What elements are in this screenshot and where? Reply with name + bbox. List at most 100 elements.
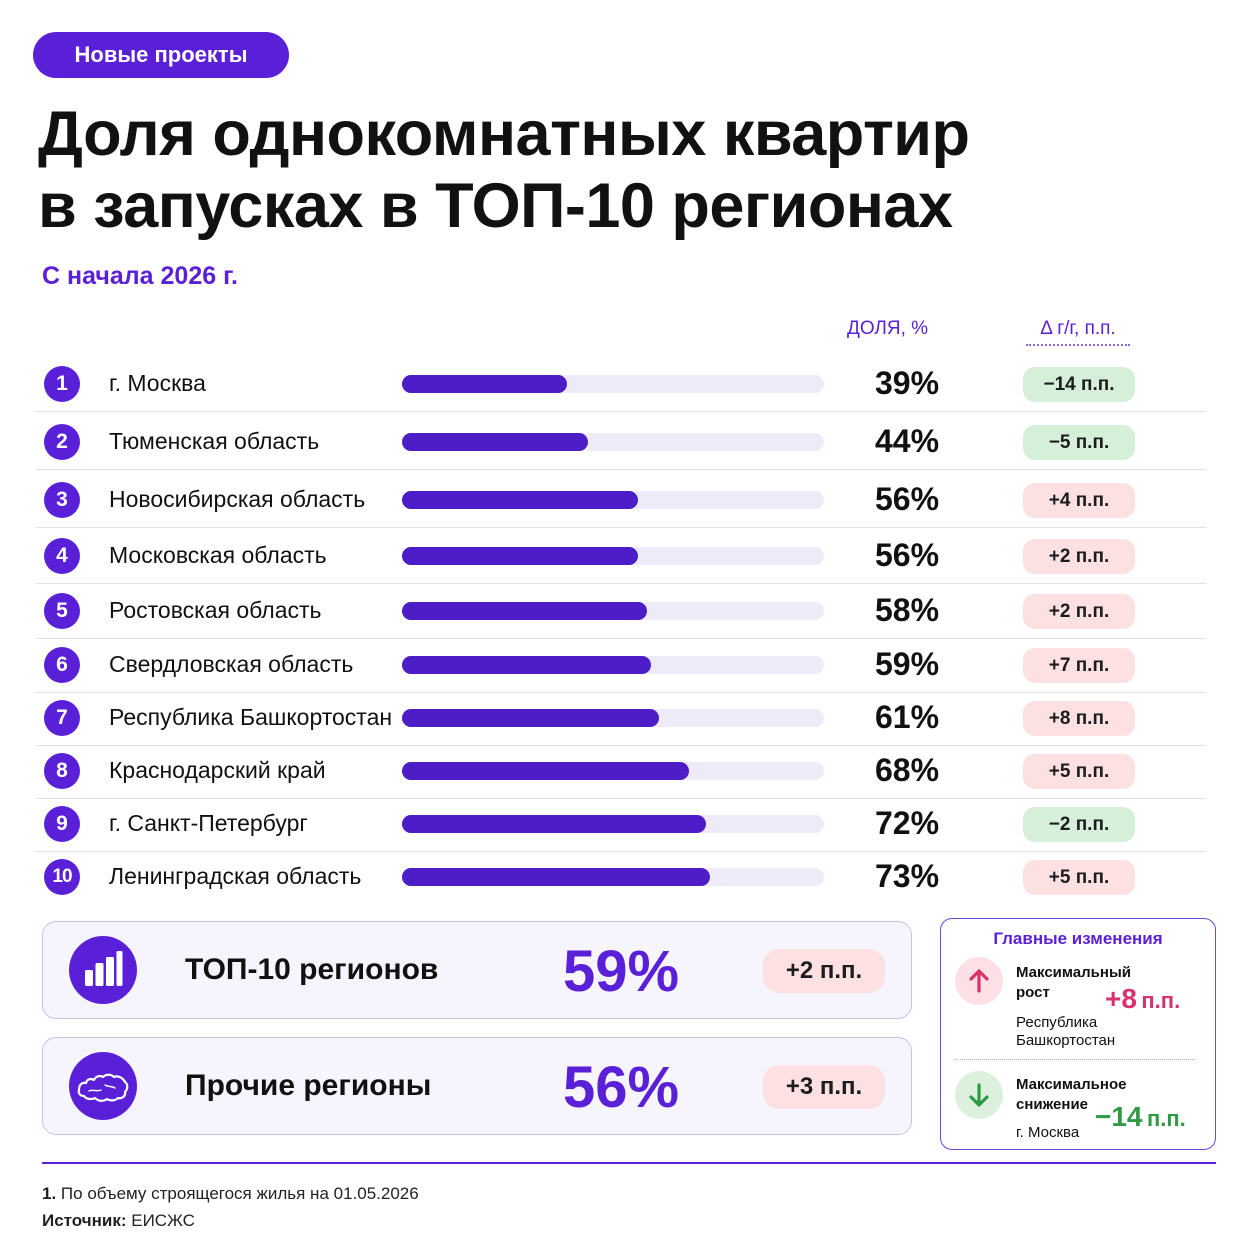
table-row: 4 Московская область 56% +2 п.п. — [36, 528, 1206, 584]
table-row: 1 г. Москва 39% −14 п.п. — [36, 356, 1206, 412]
footnote: 1. По объему строящегося жилья на 01.05.… — [42, 1184, 419, 1203]
rank-badge: 9 — [44, 806, 80, 842]
bar-chart-icon — [69, 936, 137, 1004]
max-growth-title-2: рост — [1016, 984, 1050, 1001]
arrow-down-icon — [955, 1071, 1003, 1119]
delta-badge: +4 п.п. — [1023, 483, 1135, 518]
rank-badge: 2 — [44, 424, 80, 460]
delta-badge: −14 п.п. — [1023, 367, 1135, 402]
summary-change: +2 п.п. — [763, 949, 885, 993]
share-value: 56% — [874, 537, 940, 573]
row-divider — [36, 469, 1206, 470]
bar-track — [402, 491, 824, 509]
row-divider — [36, 638, 1206, 639]
rank-badge: 10 — [44, 859, 80, 895]
title-line-1: Доля однокомнатных квартир — [38, 99, 970, 169]
share-value: 59% — [874, 646, 940, 682]
max-growth-value: +8 п.п. — [1105, 983, 1181, 1014]
delta-badge: +5 п.п. — [1023, 860, 1135, 895]
row-divider — [36, 692, 1206, 693]
share-value: 39% — [874, 365, 940, 401]
max-growth-region-2: Башкортостан — [1016, 1032, 1116, 1049]
delta-badge: −2 п.п. — [1023, 807, 1135, 842]
summary-value: 56% — [563, 1055, 680, 1120]
rank-badge: 6 — [44, 647, 80, 683]
bar — [402, 868, 711, 886]
bar — [402, 602, 647, 620]
summary-change: +3 п.п. — [763, 1065, 885, 1109]
bar — [402, 491, 639, 509]
region-name: Ленинградская область — [109, 863, 362, 889]
delta-badge: +5 п.п. — [1023, 754, 1135, 789]
bar-track — [402, 656, 824, 674]
max-decline-title-1: Максимальное — [1016, 1076, 1127, 1093]
share-value: 72% — [874, 805, 940, 841]
bar — [402, 815, 706, 833]
max-decline-region: г. Москва — [1016, 1124, 1080, 1141]
page-title: Доля однокомнатных квартир в запусках в … — [38, 98, 970, 242]
table-row: 8 Краснодарский край 68% +5 п.п. — [36, 743, 1206, 799]
table-row: 2 Тюменская область 44% −5 п.п. — [36, 414, 1206, 470]
subtitle: С начала 2026 г. — [42, 262, 238, 290]
divider — [955, 1059, 1195, 1060]
region-name: Краснодарский край — [109, 757, 326, 783]
changes-heading: Главные изменения — [993, 929, 1163, 948]
table-row: 5 Ростовская область 58% +2 п.п. — [36, 583, 1206, 639]
region-name: Ростовская область — [109, 597, 322, 623]
bar-track — [402, 762, 824, 780]
arrow-up-icon — [955, 957, 1003, 1005]
rank-badge: 8 — [44, 753, 80, 789]
max-growth-region-1: Республика — [1016, 1014, 1098, 1031]
footer-divider — [42, 1162, 1216, 1164]
table-row: 10 Ленинградская область 73% +5 п.п. — [36, 849, 1206, 905]
bar — [402, 656, 651, 674]
table-row: 9 г. Санкт-Петербург 72% −2 п.п. — [36, 796, 1206, 852]
max-growth-title-1: Максимальный — [1016, 964, 1131, 981]
russia-map-icon — [69, 1052, 137, 1120]
bar-track — [402, 815, 824, 833]
bar — [402, 375, 567, 393]
share-value: 44% — [874, 423, 940, 459]
row-divider — [36, 745, 1206, 746]
share-value: 68% — [874, 752, 940, 788]
delta-badge: −5 п.п. — [1023, 425, 1135, 460]
max-decline-title-2: снижение — [1016, 1096, 1089, 1113]
bar — [402, 762, 689, 780]
rank-badge: 1 — [44, 366, 80, 402]
bar — [402, 433, 588, 451]
bar-track — [402, 709, 824, 727]
row-divider — [36, 527, 1206, 528]
share-column-header: ДОЛЯ, % — [847, 318, 929, 339]
bar-track — [402, 602, 824, 620]
table-row: 6 Свердловская область 59% +7 п.п. — [36, 637, 1206, 693]
share-value: 73% — [874, 858, 940, 894]
rank-badge: 5 — [44, 593, 80, 629]
share-value: 56% — [874, 481, 940, 517]
max-decline-value: −14 п.п. — [1095, 1101, 1186, 1132]
delta-badge: +7 п.п. — [1023, 648, 1135, 683]
delta-badge: +8 п.п. — [1023, 701, 1135, 736]
title-line-2: в запусках в ТОП-10 регионах — [38, 171, 953, 241]
region-name: г. Санкт-Петербург — [109, 810, 308, 836]
summary-card-other: Прочие регионы 56% +3 п.п. — [42, 1037, 912, 1135]
region-name: Московская область — [109, 542, 327, 568]
bar-track — [402, 375, 824, 393]
row-divider — [36, 411, 1206, 412]
region-name: Республика Башкортостан — [109, 704, 393, 730]
bar-track — [402, 868, 824, 886]
main-changes-panel: Главные изменения Максимальный рост +8 п… — [940, 918, 1216, 1150]
source: Источник: ЕИСЖС — [42, 1211, 195, 1230]
category-tag: Новые проекты — [33, 32, 289, 78]
table-row: 7 Республика Башкортостан 61% +8 п.п. — [36, 690, 1206, 746]
summary-card-top10: ТОП-10 регионов 59% +2 п.п. — [42, 921, 912, 1019]
summary-label: Прочие регионы — [185, 1069, 432, 1102]
share-value: 58% — [874, 592, 940, 628]
row-divider — [36, 851, 1206, 852]
row-divider — [36, 798, 1206, 799]
delta-column-header: Δ г/г, п.п. — [1026, 318, 1130, 346]
region-name: г. Москва — [109, 370, 206, 396]
summary-label: ТОП-10 регионов — [185, 953, 439, 986]
rank-badge: 7 — [44, 700, 80, 736]
rank-badge: 4 — [44, 538, 80, 574]
summary-value: 59% — [563, 939, 680, 1004]
